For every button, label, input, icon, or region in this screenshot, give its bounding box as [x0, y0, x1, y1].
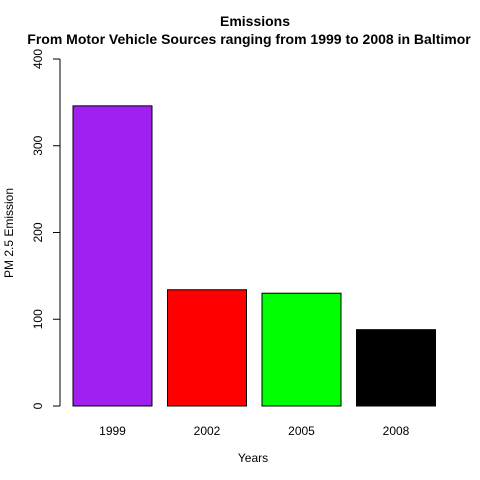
y-axis-tick-label: 200 [31, 222, 45, 242]
y-axis-tick-label: 400 [31, 49, 45, 69]
bar-1999 [72, 105, 153, 407]
y-axis-label: PM 2.5 Emission [2, 188, 16, 278]
bar-2002 [167, 289, 247, 407]
chart-title: Emissions [220, 13, 290, 29]
x-axis-tick-label: 2008 [383, 424, 410, 438]
chart-subtitle: From Motor Vehicle Sources ranging from … [27, 31, 471, 47]
y-axis-tick-label: 300 [31, 135, 45, 155]
bar-2005 [261, 292, 342, 407]
bars [72, 105, 436, 407]
y-axis-tick-label: 100 [31, 309, 45, 329]
bar-2008 [356, 329, 436, 407]
x-axis-tick-label: 2002 [194, 424, 221, 438]
x-axis-tick-labels: 1999 2002 2005 2008 [99, 424, 410, 438]
x-axis-tick-label: 2005 [288, 424, 315, 438]
y-axis-tick-label: 0 [31, 402, 45, 409]
x-axis-tick-label: 1999 [99, 424, 126, 438]
y-axis: 0 100 200 300 400 [31, 49, 61, 409]
x-axis-label: Years [238, 451, 268, 465]
